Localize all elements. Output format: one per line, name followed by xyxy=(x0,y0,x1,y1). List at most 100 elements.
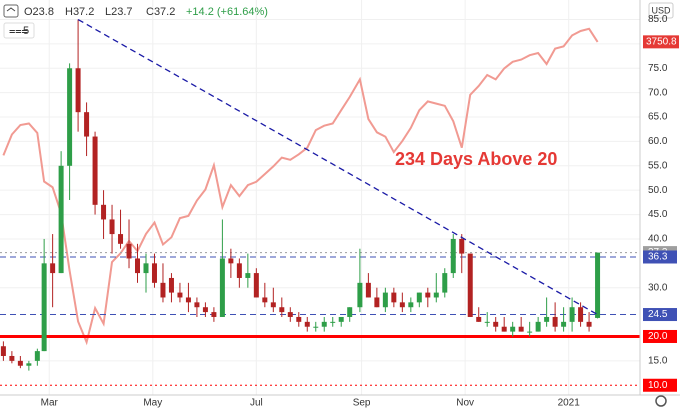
candle-body xyxy=(561,321,567,327)
level-label: 20.0 xyxy=(648,331,668,342)
candle-body xyxy=(135,258,141,274)
settings-icon[interactable] xyxy=(655,395,667,407)
plot-area xyxy=(0,0,640,395)
open-label: O23.8 xyxy=(24,6,54,18)
candle-body xyxy=(92,136,98,205)
collapse-icon[interactable] xyxy=(3,4,19,18)
level-label-box xyxy=(643,308,677,322)
candle-body xyxy=(101,204,107,220)
candle-body xyxy=(287,312,293,317)
candle-body xyxy=(185,297,191,303)
overlay-last-label: 3750.8 xyxy=(646,36,677,47)
level-label-box xyxy=(643,250,677,264)
candle-body xyxy=(270,302,276,308)
candle-body xyxy=(578,307,584,322)
interval-label: 5 xyxy=(23,25,29,37)
candle-body xyxy=(253,273,259,298)
candle-body xyxy=(450,238,456,274)
candle-body xyxy=(151,263,157,283)
candle-body xyxy=(67,68,73,166)
candle-body xyxy=(535,321,541,332)
candle-body xyxy=(552,316,558,327)
candle-body xyxy=(399,302,405,308)
overlay-line xyxy=(2,27,599,346)
candle-body xyxy=(296,316,302,322)
close-label: C37.2 xyxy=(146,6,175,18)
level-label: 24.5 xyxy=(648,309,668,320)
candle-body xyxy=(433,292,439,298)
candle-body xyxy=(26,363,32,366)
candle-body xyxy=(41,263,47,352)
level-label-box xyxy=(643,378,677,392)
high-label: H37.2 xyxy=(65,6,94,18)
candle-body xyxy=(84,112,90,137)
candle-body xyxy=(442,273,448,293)
x-tick-label: Nov xyxy=(456,398,474,409)
candle-body xyxy=(75,68,81,113)
candle-body xyxy=(365,282,371,298)
header: O23.8 H37.2 L23.7 C37.2 +14.2 (+61.64%) … xyxy=(3,2,674,39)
candle-body xyxy=(459,238,465,254)
candle-body xyxy=(510,326,516,332)
candle-body xyxy=(484,321,490,323)
currency-box[interactable] xyxy=(648,2,674,19)
candle-body xyxy=(34,351,40,361)
candle-body xyxy=(58,165,64,274)
candle-body xyxy=(177,292,183,298)
x-tick-label: Jul xyxy=(250,398,263,409)
candle-body xyxy=(425,292,431,298)
candle-body xyxy=(118,234,124,244)
currency-label: USD xyxy=(651,5,671,15)
overlay-label-box xyxy=(643,35,679,49)
y-tick-label: 55.0 xyxy=(648,160,668,171)
candle-body xyxy=(50,263,56,274)
candle-body xyxy=(0,346,6,356)
chevron xyxy=(6,7,16,12)
candle-body xyxy=(357,282,363,308)
candle-body xyxy=(245,273,251,278)
candle-body xyxy=(527,331,533,333)
candle-body xyxy=(501,326,507,332)
candle-body xyxy=(109,219,115,235)
candle-body xyxy=(143,263,149,274)
x-tick-label: May xyxy=(143,398,162,409)
candle-body xyxy=(160,282,166,298)
candle-body xyxy=(374,297,380,308)
y-tick-label: 65.0 xyxy=(648,112,668,123)
indicator-toggle[interactable] xyxy=(3,22,35,39)
level-label-box xyxy=(643,329,677,343)
candle-body xyxy=(279,307,285,313)
y-tick-label: 50.0 xyxy=(648,185,668,196)
level-label: 36.3 xyxy=(648,252,668,263)
level-label: 10.0 xyxy=(648,380,668,391)
candle-body xyxy=(228,258,234,264)
candle-body xyxy=(262,297,268,303)
candle-body xyxy=(382,292,388,308)
candle-body xyxy=(126,243,132,259)
annotation: 234 Days Above 20 xyxy=(395,149,557,169)
x-tick-label: Mar xyxy=(41,398,59,409)
candle-body xyxy=(211,312,217,317)
toggle-icon: ⩶ xyxy=(9,25,28,37)
candle-body xyxy=(338,316,344,322)
candle-body xyxy=(586,321,592,327)
candle-body xyxy=(194,302,200,308)
y-tick-label: 75.0 xyxy=(648,63,668,74)
candle-body xyxy=(518,326,524,332)
candle-body xyxy=(168,277,174,293)
y-tick-label: 15.0 xyxy=(648,356,668,367)
candle-body xyxy=(17,360,23,366)
candle-body xyxy=(202,307,208,313)
candle-body xyxy=(330,321,336,323)
candle-body xyxy=(304,321,310,327)
candle-body xyxy=(321,321,327,327)
y-tick-label: 45.0 xyxy=(648,209,668,220)
grid xyxy=(0,0,640,395)
candle-body xyxy=(416,292,422,303)
candle-body xyxy=(9,355,15,361)
candle-body xyxy=(544,316,550,322)
y-tick-label: 30.0 xyxy=(648,282,668,293)
y-tick-label: 70.0 xyxy=(648,87,668,98)
